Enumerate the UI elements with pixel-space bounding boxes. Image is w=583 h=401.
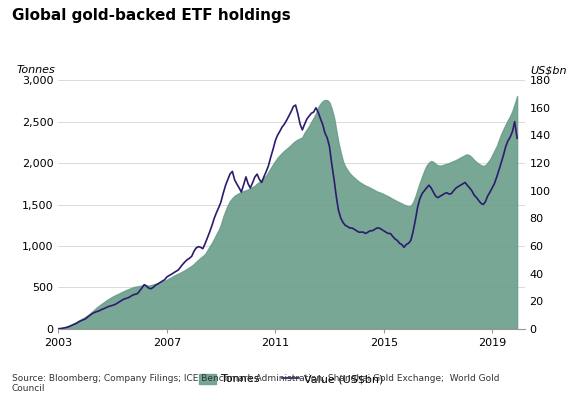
Legend: Tonnes, Value (US$bn): Tonnes, Value (US$bn) [195, 369, 388, 389]
Text: Source: Bloomberg; Company Filings; ICE Benchmark Administration; Shanghai Gold : Source: Bloomberg; Company Filings; ICE … [12, 374, 499, 393]
Text: US$bn: US$bn [530, 65, 567, 75]
Text: Tonnes: Tonnes [16, 65, 55, 75]
Text: Global gold-backed ETF holdings: Global gold-backed ETF holdings [12, 8, 290, 23]
